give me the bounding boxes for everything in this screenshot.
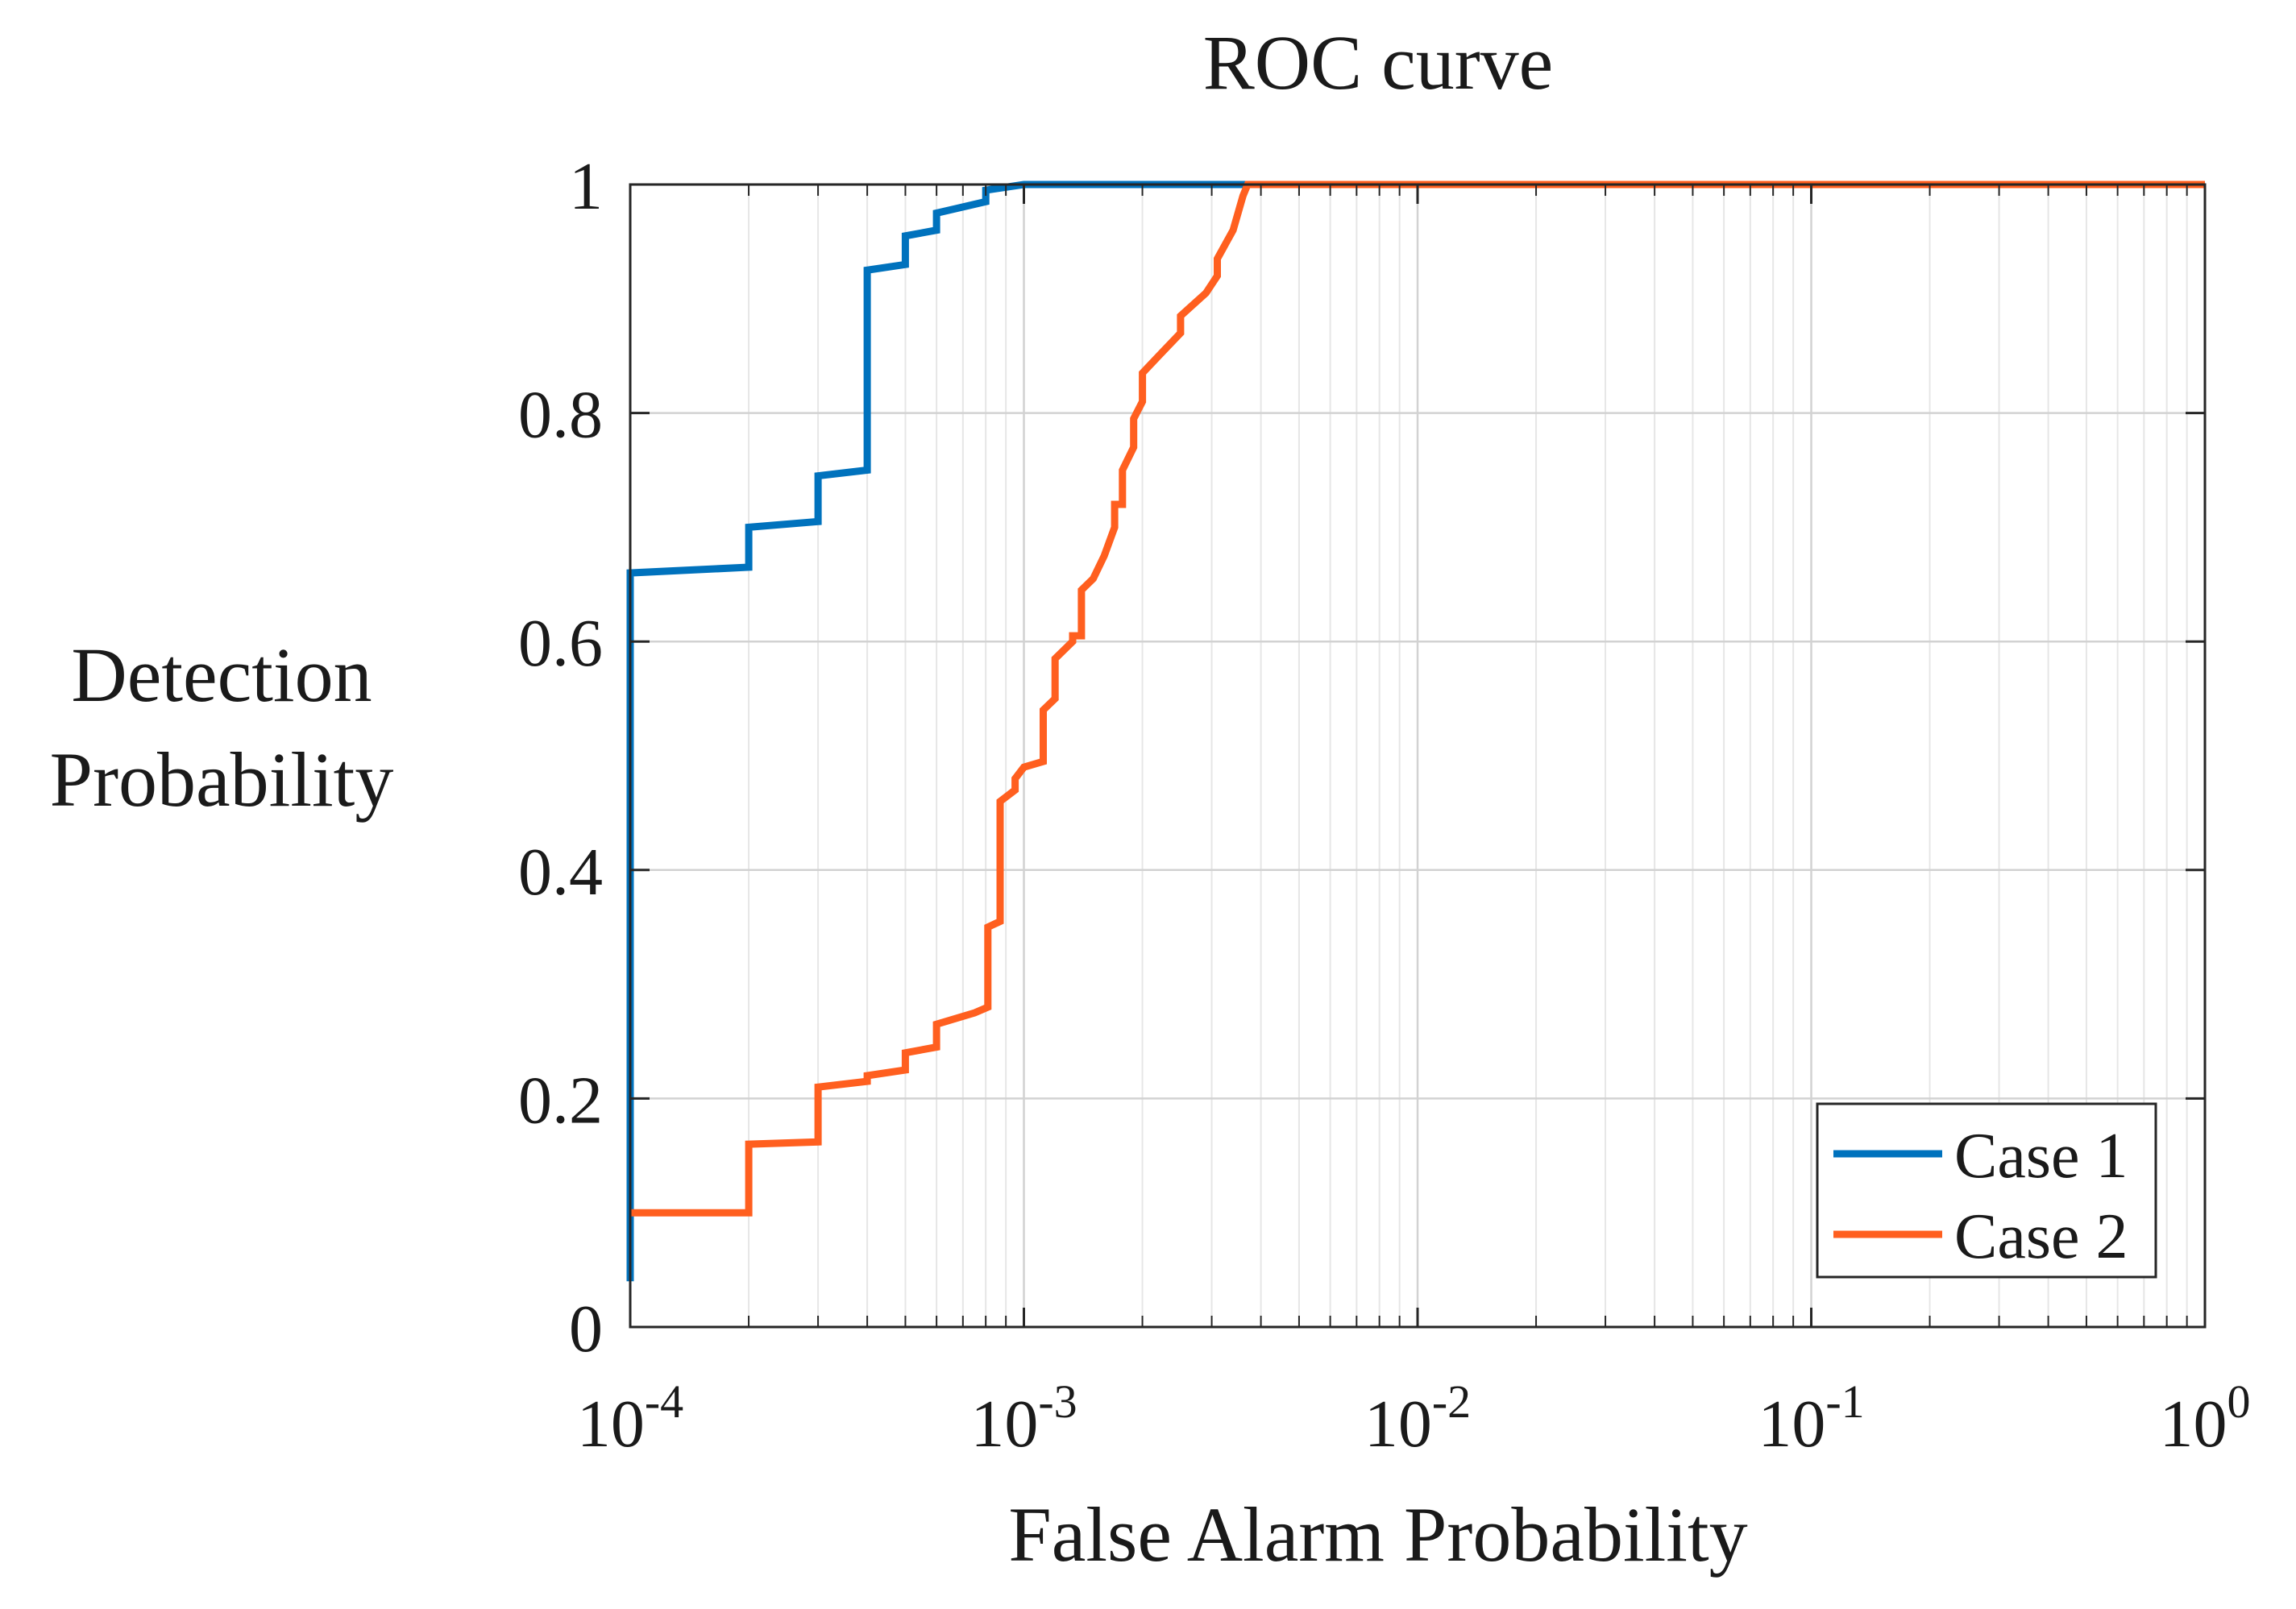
x-tick-label-exponent: -1: [1825, 1375, 1864, 1428]
x-tick-label: 10-1: [1758, 1375, 1864, 1462]
y-axis-label-line-1: Detection: [71, 632, 372, 718]
y-tick-label: 0.4: [518, 835, 603, 910]
x-tick-label-base: 10: [970, 1387, 1038, 1462]
y-tick-label: 1: [569, 149, 603, 224]
y-tick-labels: 0 0.2 0.4 0.6 0.8 1: [518, 149, 603, 1366]
series-line-case-2: [630, 180, 2205, 1217]
x-axis-label: False Alarm Probability: [1008, 1491, 1747, 1578]
x-tick-label: 10-2: [1364, 1375, 1471, 1462]
legend-label-case-2: Case 2: [1954, 1201, 2128, 1272]
y-tick-label: 0: [569, 1292, 603, 1366]
legend-label-case-1: Case 1: [1954, 1121, 2128, 1192]
series-layer: [626, 180, 2205, 1282]
x-tick-label-base: 10: [1758, 1387, 1825, 1462]
x-tick-labels: 10-4 10-3 10-2 10-1 100: [577, 1375, 2251, 1462]
chart-title: ROC curve: [1203, 19, 1554, 106]
x-tick-label-exponent: -2: [1432, 1375, 1471, 1428]
x-tick-label-base: 10: [577, 1387, 645, 1462]
ticks-layer: [629, 183, 2207, 1329]
series-line-case-1: [626, 180, 1248, 1282]
y-tick-label: 0.8: [518, 378, 603, 453]
y-tick-label: 0.6: [518, 606, 603, 681]
legend: Case 1 Case 2: [1816, 1102, 2157, 1279]
x-tick-label-base: 10: [1364, 1387, 1432, 1462]
y-axis-label-line-2: Probability: [50, 736, 394, 823]
x-tick-label: 100: [2160, 1375, 2251, 1462]
x-tick-label-exponent: -3: [1038, 1375, 1077, 1428]
x-tick-label-exponent: -4: [645, 1375, 683, 1428]
x-tick-label: 10-4: [577, 1375, 683, 1462]
legend-box: [1816, 1102, 2157, 1279]
legend-entries: Case 1 Case 2: [1833, 1121, 2128, 1272]
x-tick-label: 10-3: [970, 1375, 1077, 1462]
x-tick-label-base: 10: [2160, 1387, 2227, 1462]
x-tick-label-exponent: 0: [2227, 1375, 2251, 1428]
grid-minor: [748, 185, 2188, 1327]
y-tick-label: 0.2: [518, 1063, 603, 1138]
